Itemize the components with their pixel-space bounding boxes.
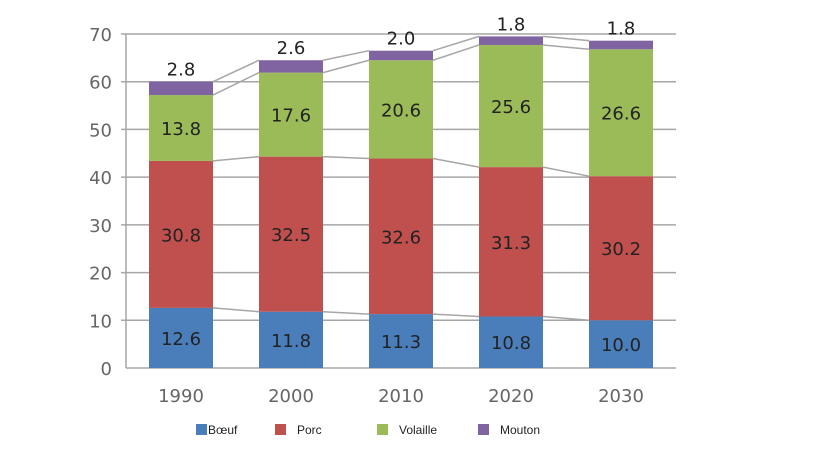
legend-label: Mouton bbox=[500, 423, 540, 437]
series-line bbox=[322, 310, 370, 315]
bar-segment bbox=[259, 311, 323, 368]
series-line bbox=[212, 59, 260, 83]
bar-segment bbox=[149, 81, 213, 96]
legend-label: Volaille bbox=[399, 423, 437, 437]
legend-label: Porc bbox=[297, 423, 322, 437]
y-tick-label: 20 bbox=[89, 264, 112, 285]
series-line bbox=[322, 49, 370, 61]
bar-segment bbox=[589, 320, 653, 368]
x-tick-label: 2010 bbox=[378, 386, 424, 407]
data-label: 25.6 bbox=[491, 97, 531, 118]
series-line bbox=[432, 313, 480, 318]
bar-segment bbox=[479, 36, 543, 45]
series-line bbox=[432, 44, 480, 61]
data-label: 30.8 bbox=[161, 225, 201, 246]
data-label: 11.8 bbox=[271, 331, 311, 352]
bar-segment bbox=[369, 314, 433, 368]
data-label: 31.3 bbox=[491, 233, 531, 254]
bar-segment bbox=[149, 160, 213, 308]
data-label: 2.6 bbox=[277, 38, 306, 59]
data-label: 13.8 bbox=[161, 119, 201, 140]
bar-segment bbox=[589, 176, 653, 321]
data-label: 10.8 bbox=[491, 333, 531, 354]
y-tick-label: 70 bbox=[89, 25, 112, 46]
data-label: 32.6 bbox=[381, 227, 421, 248]
legend-swatch bbox=[377, 424, 388, 435]
data-label: 10.0 bbox=[601, 335, 641, 356]
bar-segment bbox=[369, 60, 433, 159]
series-line bbox=[542, 166, 590, 177]
series-line bbox=[322, 155, 370, 160]
series-line bbox=[212, 71, 260, 96]
bar-segment bbox=[369, 50, 433, 61]
data-label: 32.5 bbox=[271, 225, 311, 246]
y-tick-label: 40 bbox=[89, 168, 112, 189]
bar-segment bbox=[149, 95, 213, 161]
series-line bbox=[542, 315, 590, 322]
data-label: 11.3 bbox=[381, 332, 421, 353]
series-line bbox=[542, 44, 590, 51]
y-tick-label: 30 bbox=[89, 216, 112, 237]
data-label: 26.6 bbox=[601, 104, 641, 125]
series-line bbox=[212, 307, 260, 313]
bar-segment bbox=[369, 158, 433, 315]
legend-swatch bbox=[478, 424, 489, 435]
series-line bbox=[432, 157, 480, 168]
data-label: 1.8 bbox=[497, 14, 526, 35]
bar-segment bbox=[589, 49, 653, 177]
y-tick-label: 0 bbox=[101, 359, 112, 380]
series-line bbox=[542, 35, 590, 42]
y-tick-label: 60 bbox=[89, 73, 112, 94]
series-line bbox=[322, 59, 370, 74]
bar-segment bbox=[479, 167, 543, 317]
bar-segment bbox=[259, 72, 323, 157]
bar-segment bbox=[479, 316, 543, 368]
x-tick-label: 2020 bbox=[488, 386, 534, 407]
data-label: 20.6 bbox=[381, 100, 421, 121]
series-line bbox=[212, 155, 260, 162]
y-tick-label: 10 bbox=[89, 311, 112, 332]
data-label: 17.6 bbox=[271, 106, 311, 127]
bar-segment bbox=[589, 40, 653, 50]
data-label: 2.0 bbox=[387, 29, 416, 50]
x-tick-label: 1990 bbox=[158, 386, 204, 407]
bar-segment bbox=[259, 156, 323, 312]
bar-segment bbox=[259, 60, 323, 73]
data-label: 2.8 bbox=[167, 60, 196, 81]
y-tick-label: 50 bbox=[89, 120, 112, 141]
series-line bbox=[432, 35, 480, 52]
legend-swatch bbox=[275, 424, 286, 435]
legend-label: Bœuf bbox=[208, 423, 238, 437]
data-label: 1.8 bbox=[607, 19, 636, 40]
data-label: 30.2 bbox=[601, 239, 641, 260]
x-tick-label: 2030 bbox=[598, 386, 644, 407]
legend-swatch bbox=[196, 424, 207, 435]
bar-segment bbox=[149, 307, 213, 368]
bar-segment bbox=[479, 44, 543, 168]
x-tick-label: 2000 bbox=[268, 386, 314, 407]
data-label: 12.6 bbox=[161, 329, 201, 350]
